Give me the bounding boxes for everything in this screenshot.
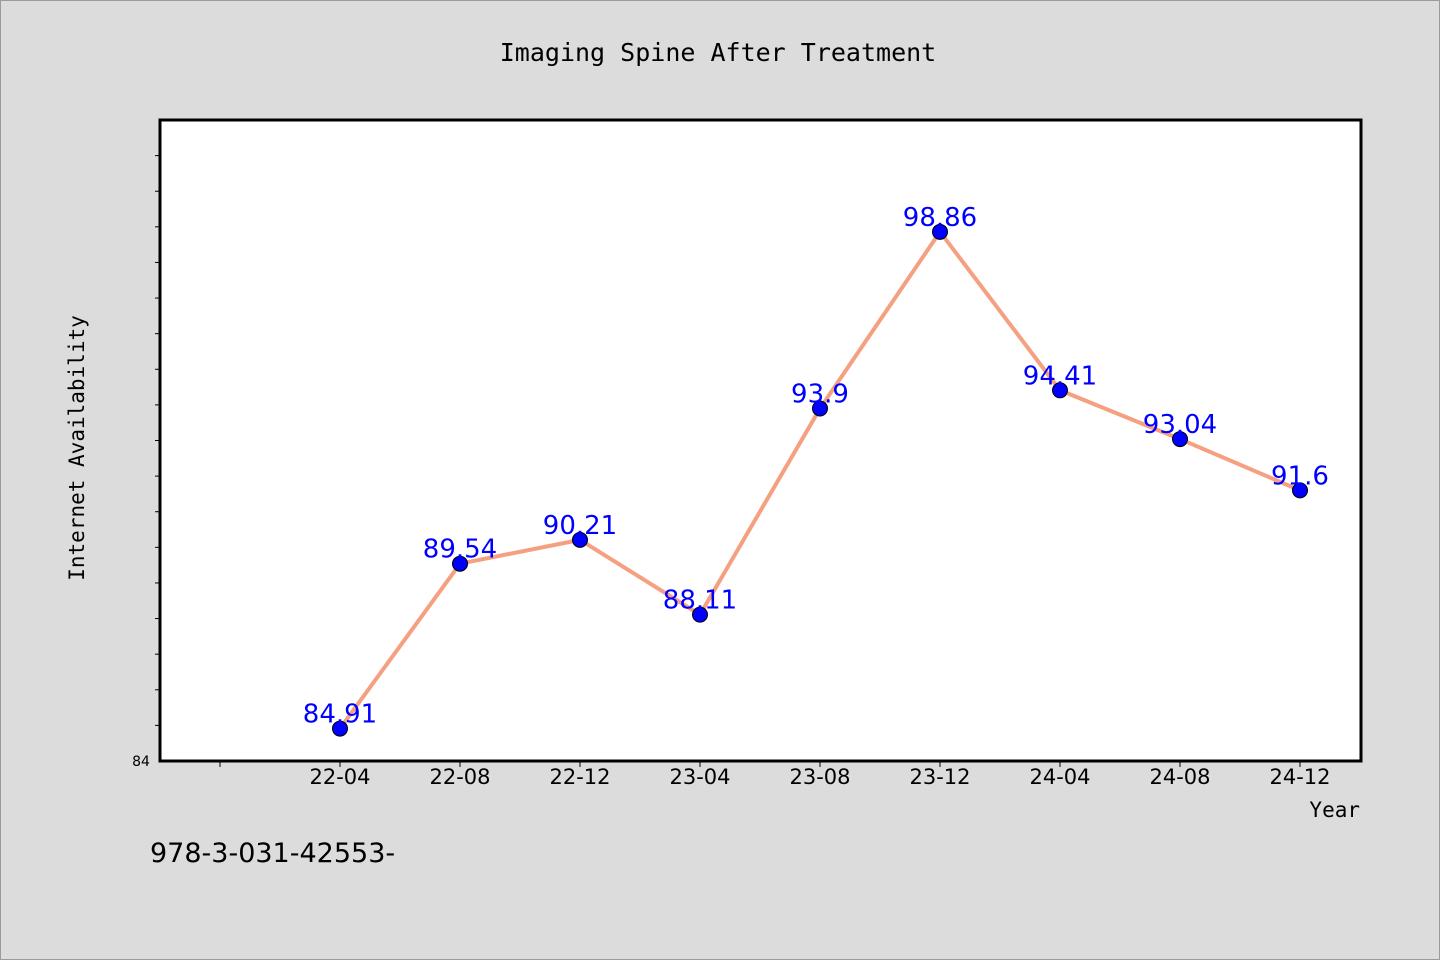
x-tick-label: 24-08 <box>1149 765 1210 789</box>
x-tick-label: 22-08 <box>429 765 490 789</box>
x-tick-label: 22-04 <box>309 765 370 789</box>
chart-title: Imaging Spine After Treatment <box>500 38 937 67</box>
x-tick-label: 23-08 <box>789 765 850 789</box>
x-axis-ticks: 22-04 22-08 22-12 23-04 23-08 23-12 24-04 24-08… <box>219 761 1331 789</box>
data-point <box>932 223 948 240</box>
data-point <box>1172 431 1188 448</box>
data-label: 88.11 <box>663 586 737 616</box>
data-point <box>1292 482 1308 499</box>
x-axis-label: Year <box>1309 798 1360 822</box>
x-tick-label: 23-12 <box>909 765 970 789</box>
data-point <box>812 400 828 417</box>
y-axis-label: Internet Availability <box>65 315 89 581</box>
data-point <box>452 555 468 572</box>
data-point <box>572 531 588 548</box>
data-point <box>692 606 708 623</box>
y-tick-label-min: 84 <box>132 754 150 770</box>
x-tick-label: 23-04 <box>669 765 730 789</box>
data-point <box>332 720 348 737</box>
footer-text: 978-3-031-42553- <box>150 838 395 869</box>
data-label: 98.86 <box>903 203 977 233</box>
x-tick-label: 24-04 <box>1029 765 1090 789</box>
data-label: 89.54 <box>423 535 497 565</box>
plot-area <box>158 118 1363 763</box>
data-label: 93.9 <box>791 379 849 409</box>
y-axis-ticks <box>155 155 160 726</box>
data-label: 94.41 <box>1023 361 1097 391</box>
data-label: 93.04 <box>1143 410 1217 440</box>
data-point <box>1052 382 1068 399</box>
x-tick-label: 24-12 <box>1269 765 1330 789</box>
series-layer: 84.91 89.54 90.21 88.11 93.9 98.86 94.41 93.04 9… <box>303 203 1329 737</box>
data-label: 84.91 <box>303 700 377 730</box>
data-label: 91.6 <box>1271 461 1329 491</box>
x-tick-label: 22-12 <box>549 765 610 789</box>
data-label: 90.21 <box>543 511 617 541</box>
